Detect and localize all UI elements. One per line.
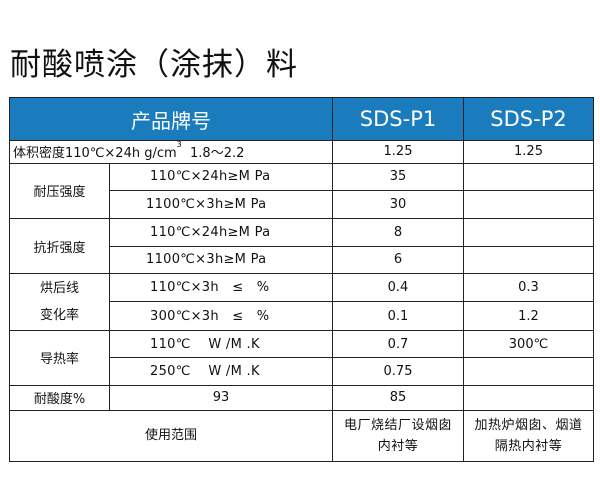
thermal-cond-1: 110℃ W /M .K bbox=[109, 329, 333, 359]
use-p1-cell: 电厂烧结厂设烟囱 内衬等 bbox=[332, 409, 464, 463]
acid-p2 bbox=[463, 385, 594, 411]
row-density: 体积密度110℃×24h g/cm3 1.8～2.2 1.25 1.25 bbox=[9, 140, 594, 164]
shrink-label-line2: 变化率 bbox=[39, 307, 79, 323]
row-compressive-1: 耐压强度 110℃×24h≥M Pa 35 bbox=[9, 162, 594, 219]
flexural-cond-2: 1100℃×3h≥M Pa bbox=[109, 245, 333, 275]
compressive-label: 耐压强度 bbox=[9, 162, 110, 219]
thermal-label: 导热率 bbox=[9, 329, 110, 387]
use-p1-line1: 电厂烧结厂设烟囱 bbox=[343, 417, 452, 433]
shrink-p2-2: 1.2 bbox=[463, 301, 594, 331]
flexural-cond-1: 110℃×24h≥M Pa bbox=[109, 217, 333, 247]
use-p2-cell: 加热炉烟囱、烟道 隔热内衬等 bbox=[463, 409, 594, 463]
row-flexural-2: 1100℃×3h≥M Pa 6 bbox=[10, 245, 594, 275]
thermal-p2-2 bbox=[463, 357, 594, 387]
row-flexural-1: 抗折强度 110℃×24h≥M Pa 8 bbox=[9, 217, 594, 275]
row-thermal-1: 导热率 110℃ W /M .K 0.7 300℃ bbox=[9, 329, 594, 387]
compressive-p2-2 bbox=[463, 190, 594, 219]
row-compressive-2: 1100℃×3h≥M Pa 30 bbox=[10, 190, 594, 219]
density-p2: 1.25 bbox=[463, 140, 594, 164]
flexural-p2-1 bbox=[463, 217, 594, 247]
density-sup: 3 bbox=[176, 140, 182, 150]
use-p2-line1: 加热炉烟囱、烟道 bbox=[474, 417, 583, 433]
thermal-p1-2: 0.75 bbox=[332, 357, 464, 387]
row-shrink-1: 烘后线 变化率 110℃×3h ≤ % 0.4 0.3 bbox=[9, 273, 594, 331]
row-thermal-2: 250℃ W /M .K 0.75 bbox=[10, 357, 594, 387]
density-p1: 1.25 bbox=[332, 140, 464, 164]
density-range: 1.8～2.2 bbox=[190, 146, 245, 162]
shrink-p1-2: 0.1 bbox=[332, 301, 464, 331]
shrink-label-line1: 烘后线 bbox=[39, 280, 79, 296]
shrink-cond-1: 110℃×3h ≤ % bbox=[109, 273, 333, 303]
spec-table: 产品牌号 SDS-P1 SDS-P2 体积密度110℃×24h g/cm3 1.… bbox=[9, 97, 594, 463]
compressive-cond-1: 110℃×24h≥M Pa bbox=[109, 162, 333, 192]
shrink-p2-1: 0.3 bbox=[463, 273, 594, 303]
density-label-cell: 体积密度110℃×24h g/cm3 1.8～2.2 bbox=[9, 140, 333, 164]
header-sds-p2: SDS-P2 bbox=[463, 97, 594, 141]
header-sds-p1: SDS-P1 bbox=[332, 97, 464, 141]
compressive-cond-2: 1100℃×3h≥M Pa bbox=[109, 190, 333, 219]
row-use: 使用范围 电厂烧结厂设烟囱 内衬等 加热炉烟囱、烟道 隔热内衬等 bbox=[9, 409, 594, 463]
compressive-p2-1 bbox=[463, 162, 594, 192]
compressive-p1-1: 35 bbox=[332, 162, 464, 192]
thermal-p1-1: 0.7 bbox=[332, 329, 464, 359]
shrink-p1-1: 0.4 bbox=[332, 273, 464, 303]
flexural-p1-1: 8 bbox=[332, 217, 464, 247]
flexural-p2-2 bbox=[463, 245, 594, 275]
thermal-cond-2: 250℃ W /M .K bbox=[109, 357, 333, 387]
row-shrink-2: 300℃×3h ≤ % 0.1 1.2 bbox=[10, 301, 594, 331]
use-p1-line2: 内衬等 bbox=[377, 438, 419, 454]
header-row: 产品牌号 SDS-P1 SDS-P2 bbox=[9, 97, 594, 141]
acid-value: 93 bbox=[109, 385, 333, 411]
shrink-cond-2: 300℃×3h ≤ % bbox=[109, 301, 333, 331]
compressive-p1-2: 30 bbox=[332, 190, 464, 219]
acid-p1: 85 bbox=[332, 385, 464, 411]
flexural-p1-2: 6 bbox=[332, 245, 464, 275]
header-product: 产品牌号 bbox=[9, 97, 333, 141]
acid-label: 耐酸度% bbox=[9, 385, 110, 411]
shrink-label-cell: 烘后线 变化率 bbox=[9, 273, 110, 331]
use-p2-line2: 隔热内衬等 bbox=[494, 438, 563, 454]
page-title: 耐酸喷涂（涂抹）料 bbox=[10, 47, 298, 83]
row-acid: 耐酸度% 93 85 bbox=[9, 385, 594, 411]
thermal-p2-1: 300℃ bbox=[463, 329, 594, 359]
flexural-label: 抗折强度 bbox=[9, 217, 110, 275]
use-label: 使用范围 bbox=[9, 409, 333, 463]
density-label: 体积密度110℃×24h g/cm bbox=[13, 146, 177, 162]
